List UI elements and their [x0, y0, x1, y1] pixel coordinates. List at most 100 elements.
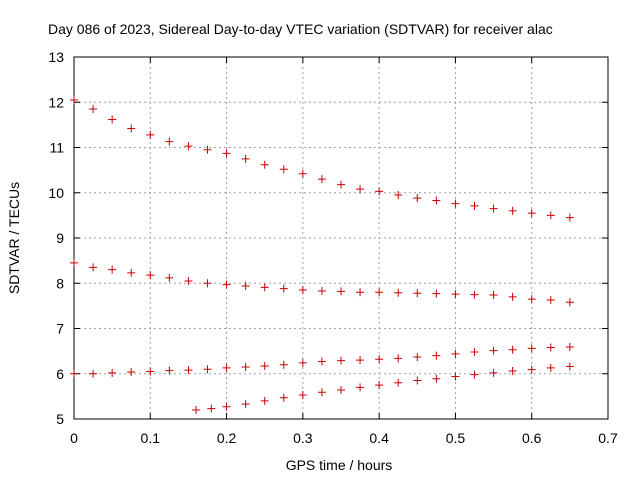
data-point — [192, 405, 201, 414]
data-point — [127, 268, 136, 277]
data-point — [527, 295, 536, 304]
data-point — [337, 356, 345, 365]
data-point — [432, 374, 441, 383]
data-point — [489, 204, 498, 213]
x-tick-label: 0.3 — [293, 430, 313, 446]
data-point — [127, 367, 136, 376]
data-point — [298, 391, 307, 400]
data-point — [146, 130, 155, 139]
data-point — [260, 362, 269, 371]
data-point — [451, 349, 460, 358]
data-point — [222, 363, 231, 372]
data-point — [165, 273, 174, 282]
data-point — [89, 369, 98, 378]
data-point — [279, 165, 288, 174]
data-point — [375, 187, 384, 196]
data-point — [146, 367, 155, 376]
y-tick-label: 10 — [48, 185, 64, 201]
data-point — [70, 95, 78, 104]
data-point — [298, 286, 307, 295]
data-point — [298, 358, 307, 367]
data-point — [337, 287, 345, 296]
data-point — [394, 191, 403, 200]
data-point — [527, 365, 536, 374]
data-series-series-3 — [70, 343, 574, 378]
data-point — [222, 280, 231, 289]
data-point — [207, 404, 216, 413]
data-point — [241, 154, 250, 163]
data-point — [108, 115, 117, 124]
data-point — [432, 196, 441, 205]
x-axis-label: GPS time / hours — [286, 457, 393, 473]
data-point — [413, 353, 422, 362]
data-point — [546, 363, 555, 372]
x-tick-label: 0.2 — [217, 430, 237, 446]
data-point — [527, 209, 536, 218]
data-point — [356, 185, 365, 194]
data-point — [70, 369, 78, 378]
data-point — [451, 199, 460, 208]
data-point — [432, 289, 441, 298]
y-tick-label: 9 — [56, 230, 64, 246]
data-point — [279, 393, 288, 402]
y-tick-label: 7 — [56, 321, 64, 337]
data-point — [108, 265, 117, 274]
data-point — [451, 290, 460, 299]
data-point — [241, 362, 250, 371]
data-point — [317, 357, 326, 366]
x-tick-label: 0.6 — [522, 430, 542, 446]
data-point — [470, 290, 479, 299]
data-point — [165, 137, 174, 146]
axis-ticks: 0 0.1 0.2 0.3 0.4 0.5 0.6 0.7 5 6 7 8 9 10 11 12 13 — [48, 49, 618, 446]
data-point — [546, 211, 555, 220]
data-point — [279, 360, 288, 369]
data-points — [70, 95, 574, 414]
data-point — [432, 351, 441, 360]
data-point — [184, 276, 193, 285]
data-point — [546, 295, 555, 304]
data-point — [260, 283, 269, 292]
data-point — [279, 284, 288, 293]
data-point — [127, 124, 136, 133]
y-tick-label: 12 — [48, 94, 64, 110]
data-point — [298, 169, 307, 178]
data-point — [394, 288, 403, 297]
data-point — [508, 292, 517, 301]
data-point — [184, 366, 193, 375]
data-point — [317, 175, 326, 184]
data-point — [241, 281, 250, 290]
data-point — [203, 365, 212, 374]
x-tick-label: 0.5 — [446, 430, 466, 446]
data-point — [222, 402, 231, 411]
data-point — [356, 383, 365, 392]
data-point — [508, 206, 517, 215]
data-point — [337, 180, 345, 189]
data-point — [89, 105, 98, 114]
data-point — [317, 388, 326, 397]
data-series-series-4 — [192, 362, 574, 414]
data-point — [203, 279, 212, 288]
data-point — [413, 289, 422, 298]
data-series-series-2 — [70, 258, 574, 307]
data-point — [489, 368, 498, 377]
x-tick-label: 0.1 — [141, 430, 161, 446]
data-point — [375, 381, 384, 390]
data-point — [260, 396, 269, 405]
data-point — [565, 343, 574, 352]
data-point — [337, 386, 345, 395]
data-point — [489, 291, 498, 300]
data-point — [375, 355, 384, 364]
data-point — [108, 368, 117, 377]
data-point — [394, 354, 403, 363]
data-point — [470, 201, 479, 210]
x-tick-label: 0.7 — [598, 430, 618, 446]
data-point — [470, 348, 479, 357]
chart-title: Day 086 of 2023, Sidereal Day-to-day VTE… — [48, 21, 553, 37]
data-point — [394, 378, 403, 387]
data-point — [184, 142, 193, 151]
y-axis-label: SDTVAR / TECUs — [6, 182, 22, 294]
data-point — [356, 288, 365, 297]
data-point — [413, 194, 422, 203]
y-tick-label: 13 — [48, 49, 64, 65]
